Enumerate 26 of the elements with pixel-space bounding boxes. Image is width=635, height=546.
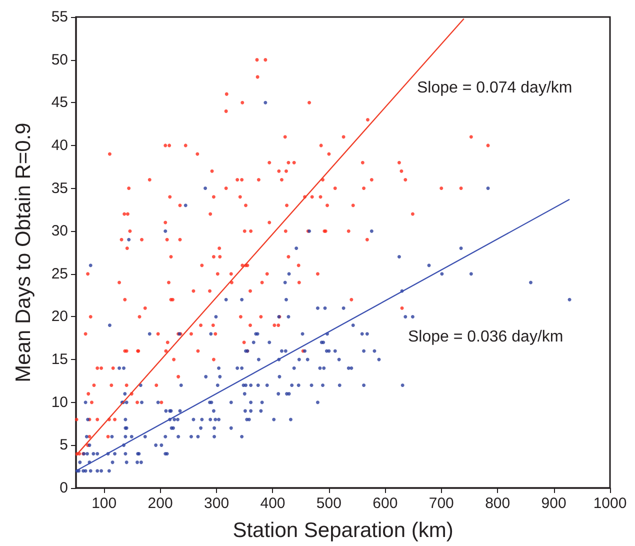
x-tick-label: 300 [204,495,230,512]
y-axis-title: Mean Days to Obtain R=0.9 [12,122,35,382]
y-tick-label: 25 [51,265,68,282]
x-tick-label: 900 [541,495,566,512]
x-tick-label: 700 [428,495,454,512]
x-tick-label: 800 [485,495,510,512]
y-tick-label: 30 [51,222,68,240]
annotation: Slope = 0.036 day/km [408,328,564,346]
y-tick-label: 35 [51,180,68,197]
x-tick-label: 200 [148,495,173,512]
y-tick-label: 15 [51,351,68,368]
y-tick-label: 5 [60,436,68,454]
annotation: Slope = 0.074 day/km [417,80,572,96]
y-tick-label: 0 [60,480,68,496]
y-tick-label: 45 [51,94,68,112]
y-tick-label: 10 [51,394,68,411]
x-axis-title: Station Separation (km) [232,519,454,542]
y-tick-label: 50 [51,51,68,68]
y-tick-label: 40 [51,136,68,154]
x-tick-label: 500 [316,495,342,512]
y-tick-label: 20 [51,308,68,326]
x-tick-label: 400 [260,495,286,512]
x-tick-label: 1000 [593,495,627,512]
x-tick-label: 100 [92,495,117,512]
x-tick-label: 600 [372,495,398,512]
y-tick-label: 55 [51,8,68,26]
